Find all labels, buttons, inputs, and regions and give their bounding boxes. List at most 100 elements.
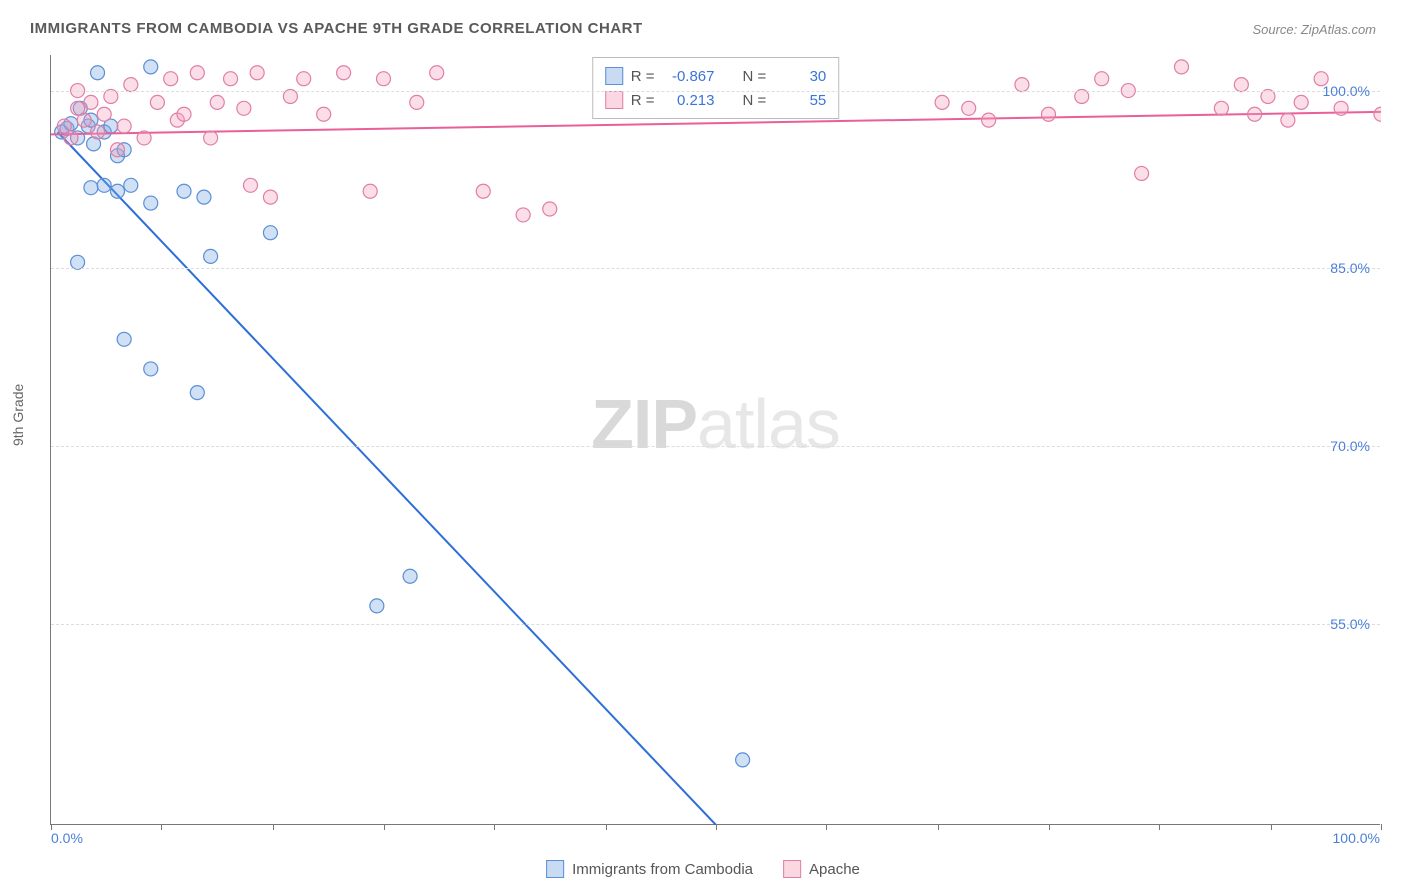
legend-item-2: Apache (783, 860, 860, 878)
data-point (104, 89, 118, 103)
source-label: Source: ZipAtlas.com (1252, 22, 1376, 37)
data-point (124, 178, 138, 192)
swatch-pink-icon (605, 91, 623, 109)
data-point (1015, 78, 1029, 92)
x-tick-mark (1159, 824, 1160, 830)
data-point (77, 113, 91, 127)
x-tick-mark (494, 824, 495, 830)
data-point (204, 131, 218, 145)
gridline (51, 268, 1380, 269)
data-point (164, 72, 178, 86)
y-tick-label: 100.0% (1323, 83, 1370, 99)
data-point (244, 178, 258, 192)
stat-n-label: N = (743, 68, 767, 85)
data-point (224, 72, 238, 86)
swatch-pink-icon (783, 860, 801, 878)
data-point (403, 569, 417, 583)
x-tick-mark (826, 824, 827, 830)
stat-n-label: N = (743, 92, 767, 109)
data-point (91, 125, 105, 139)
data-point (370, 599, 384, 613)
data-point (237, 101, 251, 115)
gridline (51, 624, 1380, 625)
data-point (962, 101, 976, 115)
data-point (263, 226, 277, 240)
y-axis-label: 9th Grade (10, 384, 26, 446)
data-point (111, 184, 125, 198)
data-point (150, 95, 164, 109)
data-point (204, 249, 218, 263)
data-point (117, 119, 131, 133)
data-point (97, 178, 111, 192)
data-point (97, 107, 111, 121)
stat-n-value-2: 55 (774, 92, 826, 109)
legend-item-1: Immigrants from Cambodia (546, 860, 753, 878)
legend-label-2: Apache (809, 861, 860, 878)
data-point (71, 255, 85, 269)
data-point (177, 107, 191, 121)
gridline (51, 91, 1380, 92)
data-point (1042, 107, 1056, 121)
stat-n-value-1: 30 (774, 68, 826, 85)
stats-row-series2: R = 0.213 N = 55 (605, 88, 827, 112)
data-point (190, 66, 204, 80)
correlation-stats-box: R = -0.867 N = 30 R = 0.213 N = 55 (592, 57, 840, 119)
stat-r-value-2: 0.213 (663, 92, 715, 109)
data-point (1281, 113, 1295, 127)
data-point (377, 72, 391, 86)
data-point (1214, 101, 1228, 115)
data-point (337, 66, 351, 80)
x-tick-mark (938, 824, 939, 830)
data-point (190, 386, 204, 400)
data-point (935, 95, 949, 109)
data-point (64, 131, 78, 145)
data-point (124, 78, 138, 92)
data-point (1095, 72, 1109, 86)
data-point (1234, 78, 1248, 92)
data-point (982, 113, 996, 127)
data-point (476, 184, 490, 198)
y-tick-label: 70.0% (1330, 438, 1370, 454)
data-point (84, 95, 98, 109)
x-tick-mark (384, 824, 385, 830)
x-tick-mark (606, 824, 607, 830)
data-point (111, 143, 125, 157)
data-point (1248, 107, 1262, 121)
stat-r-value-1: -0.867 (663, 68, 715, 85)
data-point (197, 190, 211, 204)
data-point (144, 196, 158, 210)
data-point (263, 190, 277, 204)
stats-row-series1: R = -0.867 N = 30 (605, 64, 827, 88)
scatter-svg (51, 55, 1381, 825)
x-tick-mark (161, 824, 162, 830)
data-point (1075, 89, 1089, 103)
data-point (177, 184, 191, 198)
data-point (297, 72, 311, 86)
gridline (51, 446, 1380, 447)
x-tick-mark (716, 824, 717, 830)
data-point (144, 362, 158, 376)
data-point (430, 66, 444, 80)
data-point (516, 208, 530, 222)
data-point (1334, 101, 1348, 115)
legend-label-1: Immigrants from Cambodia (572, 861, 753, 878)
data-point (1294, 95, 1308, 109)
stat-r-label: R = (631, 92, 655, 109)
data-point (1261, 89, 1275, 103)
data-point (137, 131, 151, 145)
x-axis-end: 100.0% (1333, 830, 1380, 846)
data-point (410, 95, 424, 109)
data-point (91, 66, 105, 80)
data-point (283, 89, 297, 103)
data-point (210, 95, 224, 109)
x-tick-mark (1271, 824, 1272, 830)
data-point (250, 66, 264, 80)
x-tick-mark (1049, 824, 1050, 830)
data-point (317, 107, 331, 121)
swatch-blue-icon (605, 67, 623, 85)
plot-area: ZIPatlas R = -0.867 N = 30 R = 0.213 N =… (50, 55, 1380, 825)
data-point (117, 332, 131, 346)
x-tick-mark (273, 824, 274, 830)
data-point (144, 60, 158, 74)
swatch-blue-icon (546, 860, 564, 878)
